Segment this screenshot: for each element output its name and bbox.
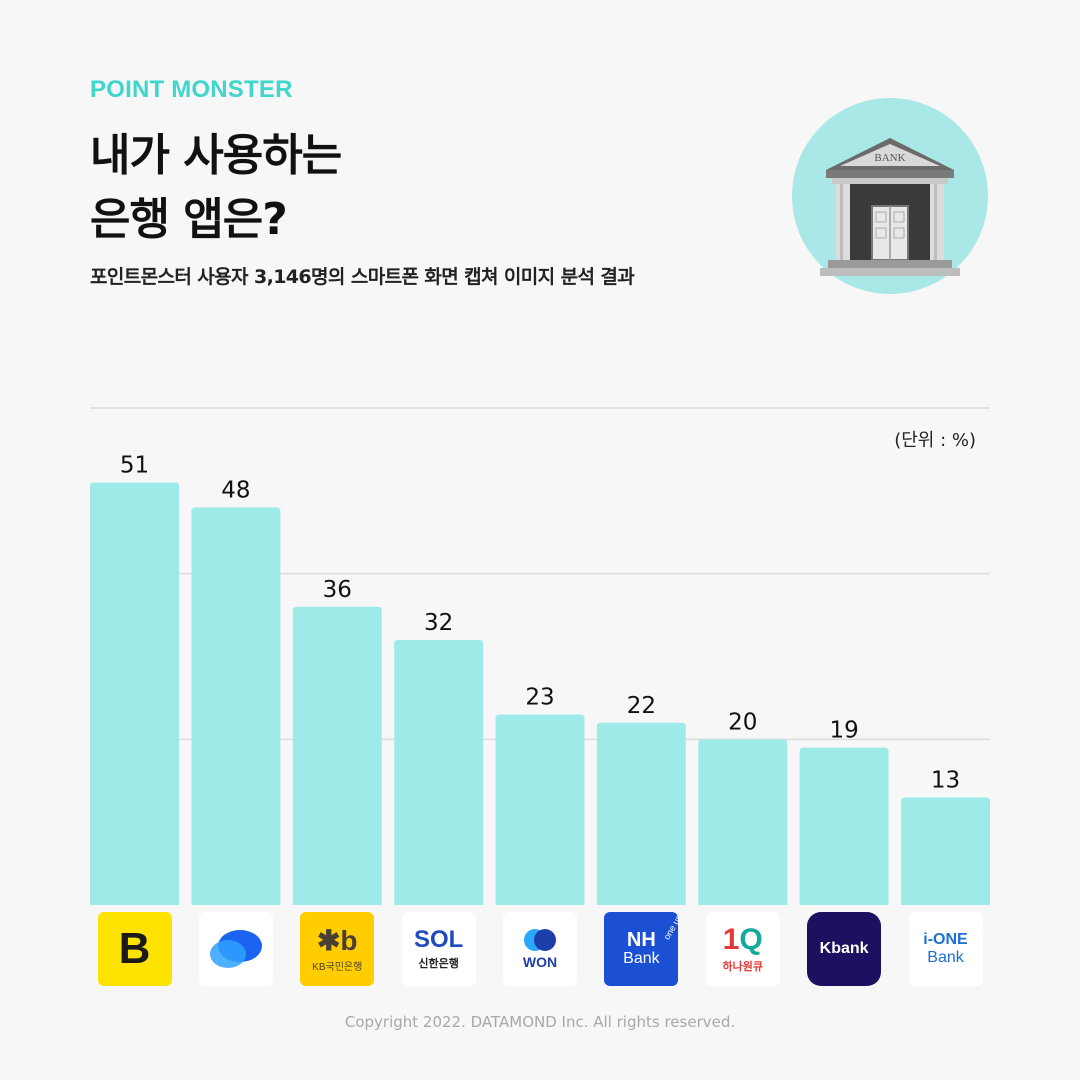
data-label: 23 bbox=[525, 684, 554, 710]
bar bbox=[292, 606, 382, 905]
kb-logo: ✱b KB국민은행 bbox=[300, 912, 375, 986]
logo-text: B bbox=[118, 924, 151, 973]
kbank-logo: Kbank bbox=[807, 912, 882, 986]
logo-mark: i-ONE bbox=[923, 931, 968, 948]
logo-mark: NH bbox=[626, 929, 656, 951]
bar bbox=[596, 722, 686, 905]
data-label: 48 bbox=[221, 477, 250, 503]
won-mark bbox=[524, 929, 556, 951]
nh-logo: NH Bank one up bbox=[604, 912, 679, 986]
bar bbox=[191, 507, 281, 905]
logo-text: 신한은행 bbox=[418, 958, 459, 970]
logo-mark: ✱b bbox=[316, 924, 358, 956]
logo-text: WON bbox=[522, 954, 558, 970]
subtitle: 포인트몬스터 사용자 3,146명의 스마트폰 화면 캡쳐 이미지 분석 결과 bbox=[90, 266, 635, 288]
bar bbox=[495, 714, 585, 905]
hana-logo: 1Q 하나원큐 bbox=[705, 912, 780, 986]
unit-label: (단위 : %) bbox=[894, 430, 976, 451]
page-title: 내가 사용하는 은행 앱은? bbox=[90, 124, 342, 252]
logo-text: KB국민은행 bbox=[312, 961, 363, 973]
bar bbox=[901, 797, 990, 905]
data-label: 36 bbox=[323, 577, 352, 603]
brand-logo: POINT MONSTER bbox=[90, 76, 293, 103]
logo-text: 하나원큐 bbox=[722, 961, 763, 973]
bank-sign-text: BANK bbox=[874, 152, 905, 164]
sol-logo: SOL 신한은행 bbox=[401, 912, 476, 986]
data-label: 20 bbox=[728, 709, 757, 735]
toss-logo bbox=[198, 912, 273, 986]
data-label: 51 bbox=[120, 453, 149, 479]
logo-mark: SOL bbox=[413, 926, 464, 953]
data-label: 19 bbox=[829, 718, 858, 744]
bar bbox=[799, 747, 889, 905]
ibk-logo: i-ONE Bank bbox=[908, 912, 983, 986]
bar bbox=[394, 639, 484, 905]
kakaobank-logo: B bbox=[97, 912, 172, 986]
won-logo: WON bbox=[503, 912, 577, 986]
logo-text: Kbank bbox=[819, 940, 869, 957]
logo-tag: one up bbox=[661, 912, 679, 942]
data-label: 13 bbox=[931, 767, 960, 793]
bank-building-icon: BANK bbox=[792, 98, 988, 294]
bar bbox=[698, 739, 788, 905]
bar bbox=[90, 482, 179, 905]
title-line-2: 은행 앱은? bbox=[90, 194, 288, 245]
logo-text: Bank bbox=[927, 949, 964, 966]
logo-mark: 1Q bbox=[722, 923, 763, 956]
toss-mark bbox=[209, 930, 262, 968]
logo-text: Bank bbox=[623, 950, 660, 967]
copyright-text: Copyright 2022. DATAMOND Inc. All rights… bbox=[344, 1013, 736, 1031]
title-line-1: 내가 사용하는 bbox=[90, 130, 342, 181]
data-label: 22 bbox=[627, 693, 656, 719]
data-label: 32 bbox=[424, 610, 453, 636]
